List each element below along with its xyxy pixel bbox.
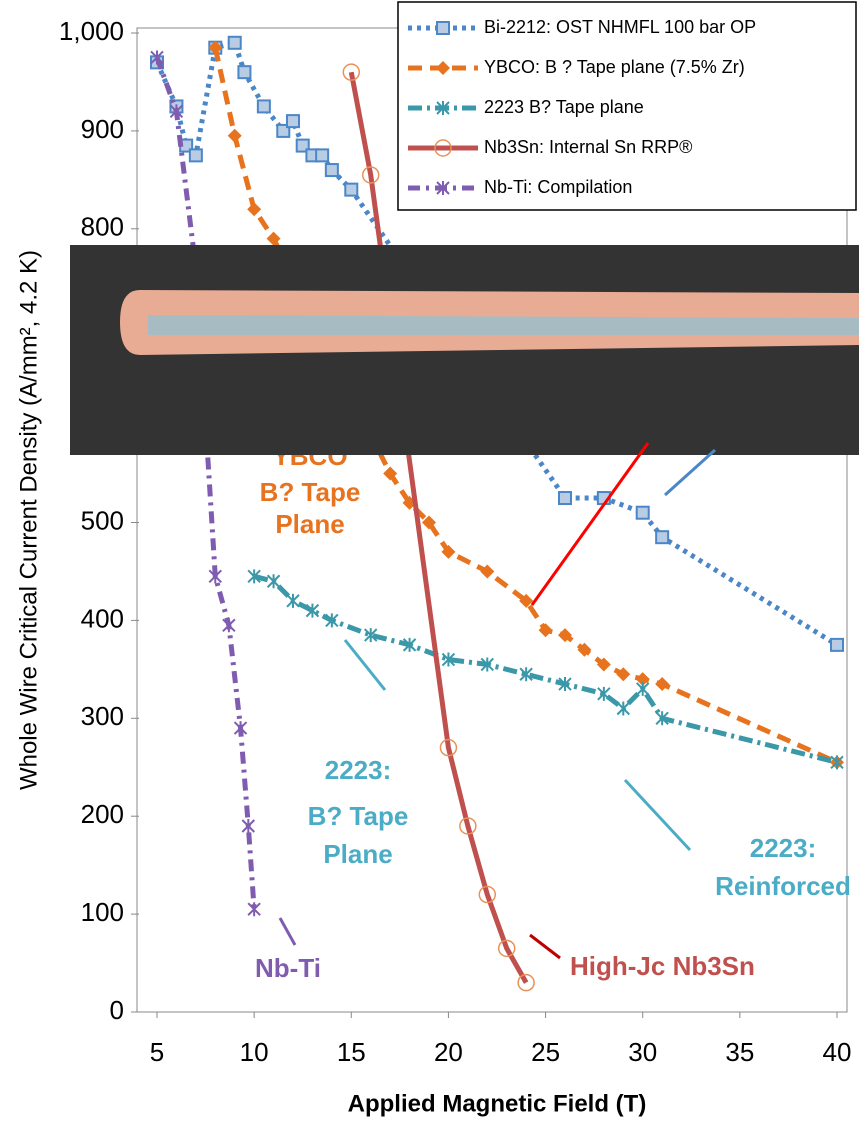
annotation: Reinforced: [715, 871, 851, 901]
marker: [656, 531, 668, 543]
marker: [287, 115, 299, 127]
y-tick-label: 1,000: [59, 16, 124, 46]
annotation: Plane: [323, 839, 392, 869]
marker: [238, 66, 250, 78]
y-tick-label: 500: [81, 505, 124, 535]
marker: [326, 164, 338, 176]
annotation: Nb-Ti: [255, 953, 321, 983]
marker: [229, 37, 241, 49]
y-tick-label: 200: [81, 799, 124, 829]
annotation: B? Tape: [308, 801, 409, 831]
y-tick-label: 900: [81, 114, 124, 144]
annotation: 2223:: [750, 833, 817, 863]
legend-label: Nb3Sn: Internal Sn RRP®: [484, 137, 692, 157]
marker: [316, 149, 328, 161]
x-tick-label: 5: [150, 1037, 164, 1067]
marker: [258, 100, 270, 112]
marker: [831, 639, 843, 651]
y-tick-label: 300: [81, 701, 124, 731]
annotation: High-Jc Nb3Sn: [570, 951, 755, 981]
y-tick-label: 400: [81, 603, 124, 633]
x-tick-label: 25: [531, 1037, 560, 1067]
x-tick-label: 10: [240, 1037, 269, 1067]
x-tick-label: 20: [434, 1037, 463, 1067]
annotation: Plane: [275, 509, 344, 539]
legend-label: 2223 B? Tape plane: [484, 97, 644, 117]
y-tick-label: 0: [110, 995, 124, 1025]
chart: 01002003004005006007008009001,0005101520…: [0, 0, 859, 1135]
legend: Bi-2212: OST NHMFL 100 bar OP YBCO: B ? T…: [398, 2, 856, 210]
y-axis-label: Whole Wire Critical Current Density (A/m…: [15, 250, 42, 790]
x-tick-label: 15: [337, 1037, 366, 1067]
annotation: B? Tape: [260, 477, 361, 507]
x-tick-label: 40: [823, 1037, 852, 1067]
marker: [637, 507, 649, 519]
marker: [437, 22, 449, 34]
legend-label: Bi-2212: OST NHMFL 100 bar OP: [484, 17, 756, 37]
y-tick-label: 800: [81, 212, 124, 242]
marker: [190, 149, 202, 161]
x-axis-label: Applied Magnetic Field (T): [348, 1090, 647, 1117]
legend-label: Nb-Ti: Compilation: [484, 177, 632, 197]
x-tick-label: 35: [725, 1037, 754, 1067]
marker: [559, 492, 571, 504]
y-tick-label: 100: [81, 897, 124, 927]
x-tick-label: 30: [628, 1037, 657, 1067]
legend-label: YBCO: B ? Tape plane (7.5% Zr): [484, 57, 745, 77]
inset-photo: [70, 245, 859, 455]
marker: [345, 184, 357, 196]
annotation: 2223:: [325, 755, 392, 785]
